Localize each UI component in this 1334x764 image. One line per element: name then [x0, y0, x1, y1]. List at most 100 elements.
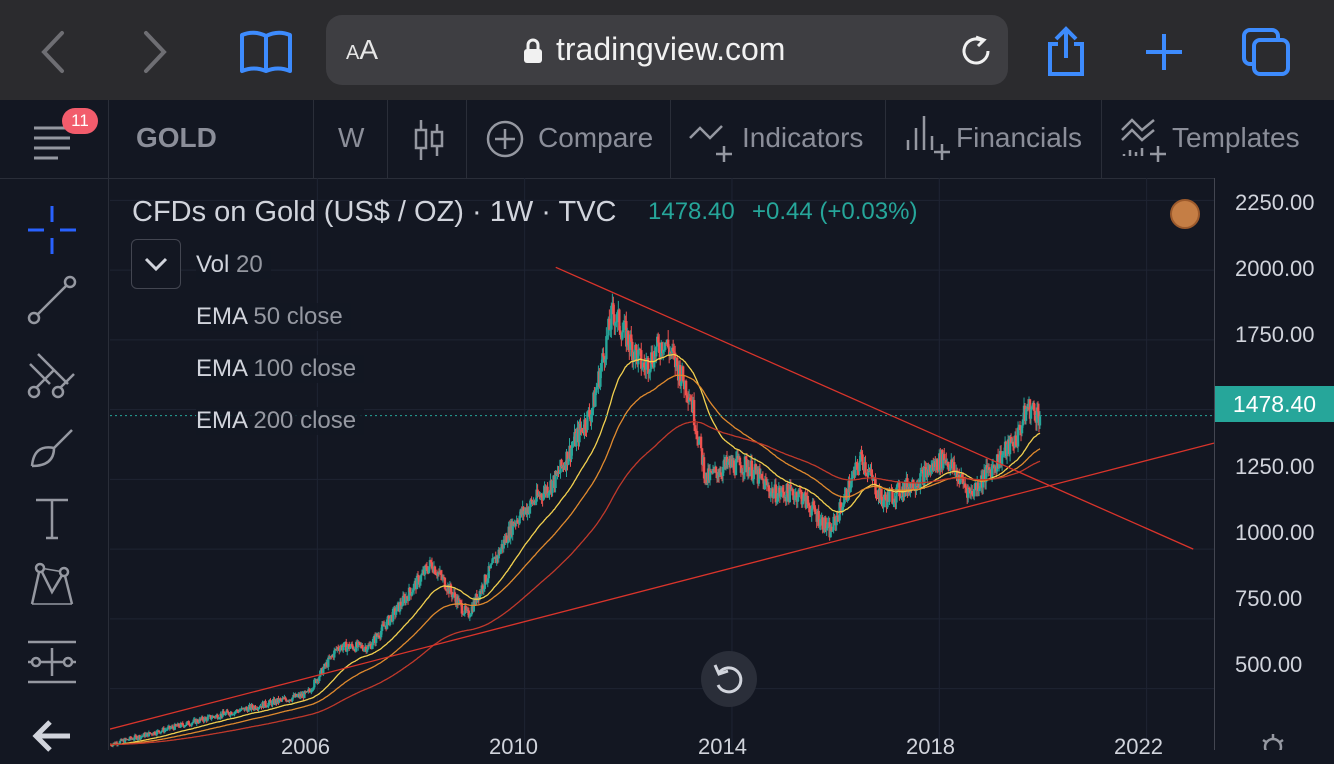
candle-body: [912, 479, 915, 490]
brush-icon[interactable]: [24, 418, 80, 474]
indicators-button[interactable]: Indicators: [742, 122, 864, 153]
reload-icon[interactable]: [958, 33, 994, 69]
candle-body: [163, 729, 167, 733]
candle-body: [715, 472, 719, 479]
chevron-down-icon: [144, 257, 168, 272]
candle-body: [781, 487, 785, 492]
indicator-ema-200[interactable]: EMA 200 close: [196, 407, 365, 435]
indicator-vol[interactable]: Vol 20: [196, 251, 271, 279]
reader-settings-button[interactable]: AA: [346, 34, 379, 65]
financials-button[interactable]: Financials: [956, 122, 1083, 153]
price-axis[interactable]: 2250.00 2000.00 1750.00 1250.00 1000.00 …: [1214, 178, 1334, 750]
candle-body: [177, 723, 180, 727]
trendlines: [110, 266, 1214, 730]
candle-body: [271, 700, 274, 706]
menu-icon[interactable]: [30, 122, 76, 168]
candle-body: [239, 710, 242, 712]
indicator-ema-100[interactable]: EMA 100 close: [196, 355, 365, 383]
candle-body: [684, 380, 688, 396]
candle-body: [647, 357, 650, 374]
candle-body: [779, 492, 783, 497]
bookmarks-button[interactable]: [236, 22, 296, 82]
candle-body: [466, 609, 470, 611]
address-bar[interactable]: AA tradingview.com: [326, 15, 1008, 85]
candle-body: [1030, 406, 1034, 409]
candle-body: [616, 312, 619, 323]
candle-body: [256, 709, 259, 711]
candle-body: [560, 459, 563, 467]
candle-body: [601, 353, 604, 364]
trend-line-icon[interactable]: [24, 272, 80, 328]
candle-body: [672, 351, 676, 353]
candle-body: [836, 515, 839, 517]
candle-body: [155, 730, 159, 735]
candle-body: [891, 490, 894, 504]
share-button[interactable]: [1036, 22, 1096, 82]
settings-gear-icon[interactable]: [1258, 732, 1288, 750]
indicator-ema-50[interactable]: EMA 50 close: [196, 303, 351, 331]
legend-collapse-button[interactable]: [131, 239, 181, 289]
alert-icon[interactable]: [1170, 199, 1200, 229]
candle-body: [612, 303, 615, 315]
candle-body: [226, 710, 229, 713]
candle-body: [184, 725, 187, 727]
candle-body: [1021, 419, 1025, 426]
candle-body: [173, 724, 176, 730]
candle-body: [630, 334, 633, 342]
candle-body: [795, 492, 798, 502]
tabs-button[interactable]: [1236, 22, 1296, 82]
candle-style-icon[interactable]: [413, 118, 445, 162]
candle-body: [251, 704, 254, 708]
symbol-button[interactable]: GOLD: [136, 122, 217, 153]
candle-body: [920, 469, 923, 474]
collapse-arrow-icon[interactable]: [24, 708, 80, 764]
new-tab-button[interactable]: [1134, 22, 1194, 82]
candle-body: [360, 644, 364, 649]
candle-body: [778, 487, 782, 497]
forward-button[interactable]: [124, 22, 184, 82]
price-tick: 500.00: [1235, 652, 1303, 677]
candle-body: [609, 329, 612, 331]
candle-body: [487, 566, 490, 579]
chart-pane[interactable]: [110, 178, 1214, 750]
candle-body: [818, 525, 821, 527]
candle-body: [679, 381, 683, 386]
templates-button[interactable]: Templates: [1172, 122, 1300, 153]
candle-body: [623, 320, 626, 331]
tabs-icon: [1242, 28, 1290, 76]
candle-body: [196, 719, 199, 723]
compare-button[interactable]: Compare: [538, 122, 654, 153]
interval-button[interactable]: W: [338, 122, 365, 153]
financials-icon: [906, 116, 950, 160]
candle-body: [793, 495, 796, 501]
back-icon: [41, 31, 64, 73]
text-icon[interactable]: [24, 488, 80, 544]
price-tick: 1750.00: [1235, 322, 1315, 347]
candle-body: [148, 732, 152, 734]
candle-body: [394, 611, 398, 615]
pattern-icon[interactable]: [24, 558, 80, 614]
candle-body: [964, 483, 967, 488]
price-tick: 750.00: [1235, 586, 1303, 611]
candle-body: [618, 309, 621, 331]
candle-body: [1035, 407, 1039, 423]
candle-body: [399, 601, 403, 606]
candle-body: [439, 570, 443, 575]
candle-body: [641, 367, 644, 369]
crosshair-icon[interactable]: [24, 202, 80, 258]
candle-body: [238, 710, 241, 713]
reset-chart-button[interactable]: [701, 651, 757, 707]
pitchfork-icon[interactable]: [24, 346, 80, 402]
ema-line: [110, 421, 1041, 746]
measure-icon[interactable]: [24, 634, 80, 690]
price-chart[interactable]: [110, 178, 1214, 750]
candle-body: [418, 581, 422, 585]
candles: [110, 293, 1042, 748]
back-button[interactable]: [24, 22, 84, 82]
ema-line: [110, 374, 1041, 746]
candle-body: [977, 488, 981, 492]
new-tab-icon: [1146, 34, 1182, 70]
candle-body: [264, 700, 267, 707]
candle-body: [506, 542, 509, 544]
candle-body: [254, 706, 257, 710]
